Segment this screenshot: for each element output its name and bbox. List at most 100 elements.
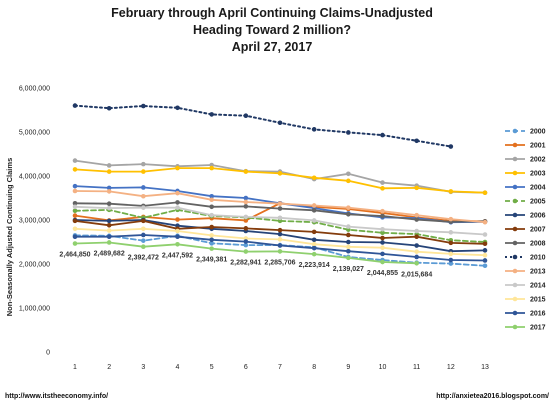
data-point-2016 <box>175 234 180 240</box>
data-point-2008 <box>243 204 249 209</box>
series-2014 <box>72 204 488 237</box>
data-point-2008 <box>175 200 180 205</box>
chart-title-line-3: April 27, 2017 <box>232 40 313 54</box>
data-point-2014 <box>448 230 454 235</box>
data-point-2015 <box>311 241 317 247</box>
data-point-2013 <box>448 216 454 222</box>
y-axis-label: Non-Seasonally Adjusted Continuing Claim… <box>5 158 14 317</box>
x-tick-label: 6 <box>244 364 248 371</box>
legend-marker <box>512 184 518 190</box>
legend-marker <box>512 212 518 218</box>
data-point-2003 <box>209 165 214 171</box>
data-point-2015 <box>277 237 283 242</box>
legend-marker <box>512 282 518 288</box>
data-point-2000 <box>243 242 249 248</box>
data-point-2017 <box>380 259 385 265</box>
data-point-2013 <box>277 201 283 207</box>
y-tick-label: 4,000,000 <box>19 174 50 181</box>
legend-label: 2015 <box>530 297 546 304</box>
data-point-2014 <box>243 214 249 220</box>
legend-label: 2003 <box>530 171 546 178</box>
data-label: 2,489,682 <box>94 250 125 257</box>
legend-marker <box>512 310 518 316</box>
data-point-2017 <box>141 244 146 250</box>
legend-label: 2013 <box>530 269 546 276</box>
legend-item-2001: 2001 <box>505 143 546 150</box>
data-point-2013 <box>311 203 317 208</box>
series-line-2010 <box>74 104 452 148</box>
legend-item-2005: 2005 <box>505 199 546 206</box>
data-point-2005 <box>380 230 385 236</box>
data-point-2007 <box>243 226 249 231</box>
x-tick-label: 13 <box>481 364 489 371</box>
data-point-2007 <box>106 222 112 228</box>
data-point-2014 <box>106 205 112 211</box>
data-point-2007 <box>311 229 317 235</box>
data-point-2013 <box>482 219 488 225</box>
data-point-2010 <box>72 103 78 108</box>
y-axis-ticks: 0 1,000,000 2,000,000 3,000,000 4,000,000 5,0… <box>19 86 50 357</box>
data-point-2017 <box>106 240 112 245</box>
data-point-2016 <box>277 243 283 248</box>
x-tick-label: 12 <box>447 364 455 371</box>
data-point-2003 <box>175 165 180 171</box>
data-point-2003 <box>414 185 419 191</box>
data-label: 2,447,592 <box>162 252 193 259</box>
data-point-2015 <box>106 228 112 233</box>
legend-label: 2017 <box>530 325 546 332</box>
data-point-2014 <box>380 226 385 232</box>
data-point-2015 <box>346 244 351 250</box>
data-label: 2,139,027 <box>333 266 364 273</box>
x-tick-label: 9 <box>346 364 350 371</box>
data-point-2013 <box>141 193 146 199</box>
data-point-2003 <box>346 178 351 184</box>
legend-marker <box>512 156 518 162</box>
data-point-2004 <box>243 195 249 201</box>
legend-marker <box>512 226 518 232</box>
data-point-2015 <box>482 252 488 258</box>
legend-label: 2010 <box>530 255 546 262</box>
data-point-2003 <box>106 169 112 174</box>
data-point-2016 <box>209 237 214 243</box>
data-point-2017 <box>175 242 180 247</box>
data-point-2016 <box>106 234 112 240</box>
y-tick-label: 3,000,000 <box>19 218 50 225</box>
legend-item-2013: 2013 <box>505 269 546 276</box>
legend-label: 2008 <box>530 241 546 248</box>
data-point-2015 <box>414 249 419 254</box>
data-point-2007 <box>346 232 351 238</box>
data-point-2010 <box>311 127 317 132</box>
data-point-2007 <box>277 227 283 233</box>
legend-label: 2001 <box>530 143 546 150</box>
legend-label: 2014 <box>530 283 546 290</box>
data-point-2008 <box>72 200 78 206</box>
series-2010 <box>72 103 454 149</box>
data-point-2017 <box>277 249 283 254</box>
x-tick-label: 10 <box>379 364 387 371</box>
data-point-2002 <box>106 163 112 168</box>
data-point-2010 <box>209 112 214 117</box>
legend-marker <box>512 254 518 260</box>
data-point-2008 <box>414 217 419 222</box>
legend-marker <box>512 198 518 204</box>
data-point-2006 <box>482 248 488 253</box>
data-point-2003 <box>448 189 454 194</box>
data-point-2010 <box>346 130 351 135</box>
data-point-2010 <box>106 105 112 111</box>
legend-item-2016: 2016 <box>505 311 546 318</box>
x-tick-label: 4 <box>176 364 180 371</box>
data-point-2007 <box>448 240 454 246</box>
data-point-2013 <box>346 205 351 210</box>
data-point-2007 <box>72 218 78 224</box>
data-point-2014 <box>414 228 419 234</box>
data-point-2002 <box>380 180 385 185</box>
legend-item-2017: 2017 <box>505 325 546 332</box>
footer-right-url: http://anxietea2016.blogspot.com/ <box>436 393 549 400</box>
data-point-2016 <box>482 258 488 263</box>
data-label: 2,015,684 <box>401 271 432 278</box>
data-point-2000 <box>448 261 454 266</box>
legend-label: 2004 <box>530 185 546 192</box>
